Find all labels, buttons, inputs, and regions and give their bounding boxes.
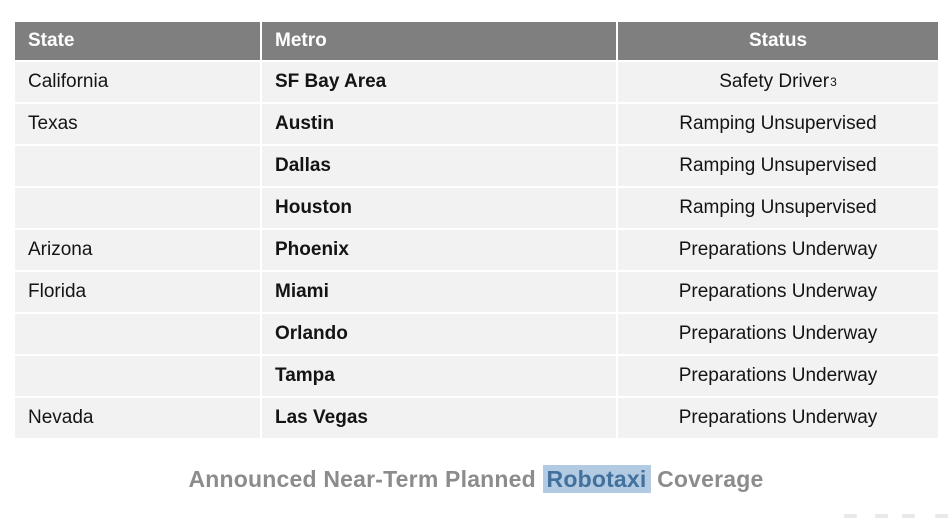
cell-metro: Miami — [262, 272, 616, 312]
column-header-state: State — [15, 22, 260, 60]
column-header-status: Status — [618, 22, 938, 60]
cell-metro: Las Vegas — [262, 398, 616, 438]
robotaxi-coverage-table: State Metro Status California SF Bay Area… — [15, 22, 938, 438]
cell-state: Nevada — [15, 398, 260, 438]
cropped-icon — [935, 514, 948, 518]
table-caption: Announced Near-Term Planned Robotaxi Cov… — [0, 465, 952, 493]
cell-metro: Tampa — [262, 356, 616, 396]
cell-status: Preparations Underway — [618, 272, 938, 312]
caption-prefix: Announced Near-Term Planned — [188, 466, 543, 492]
cell-state — [15, 314, 260, 354]
cropped-icon — [844, 514, 857, 518]
cell-state: California — [15, 62, 260, 102]
cropped-icon — [902, 514, 915, 518]
cropped-bottom-icons — [837, 512, 952, 518]
cell-state: Arizona — [15, 230, 260, 270]
cell-metro: Dallas — [262, 146, 616, 186]
cell-state — [15, 188, 260, 228]
cell-status: Safety Driver 3 — [618, 62, 938, 102]
caption-highlight-robotaxi: Robotaxi — [542, 465, 651, 493]
cell-state: Texas — [15, 104, 260, 144]
cell-status: Preparations Underway — [618, 398, 938, 438]
cell-metro: Orlando — [262, 314, 616, 354]
cell-status: Ramping Unsupervised — [618, 188, 938, 228]
cell-state — [15, 356, 260, 396]
caption-suffix: Coverage — [650, 466, 764, 492]
cell-status: Ramping Unsupervised — [618, 146, 938, 186]
cell-status: Ramping Unsupervised — [618, 104, 938, 144]
cell-status: Preparations Underway — [618, 230, 938, 270]
column-header-metro: Metro — [262, 22, 616, 60]
cell-metro: Austin — [262, 104, 616, 144]
cell-metro: Houston — [262, 188, 616, 228]
cell-metro: Phoenix — [262, 230, 616, 270]
cell-state: Florida — [15, 272, 260, 312]
cell-status: Preparations Underway — [618, 314, 938, 354]
cell-state — [15, 146, 260, 186]
cell-status: Preparations Underway — [618, 356, 938, 396]
cell-metro: SF Bay Area — [262, 62, 616, 102]
cropped-icon — [875, 514, 888, 518]
